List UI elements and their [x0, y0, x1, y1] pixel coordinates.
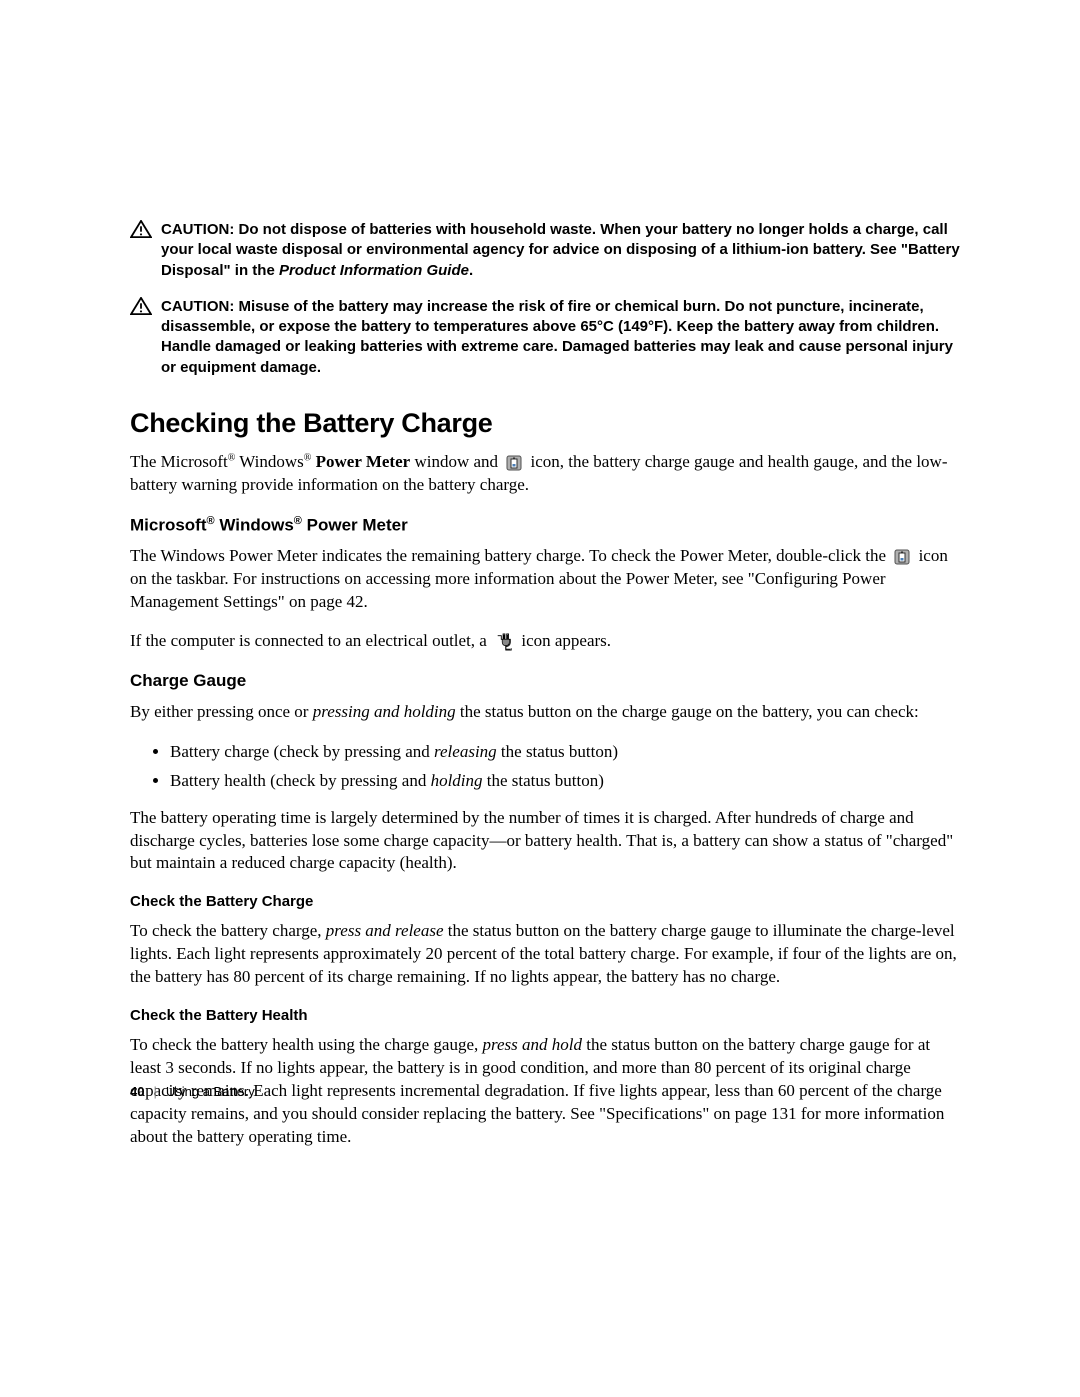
heading-check-battery-health: Check the Battery Health	[130, 1007, 964, 1024]
list-item: Battery health (check by pressing and ho…	[170, 769, 964, 793]
reg-mark: ®	[294, 515, 302, 527]
heading-charge-gauge: Charge Gauge	[130, 671, 964, 691]
page-footer: 40 | Using a Battery	[130, 1084, 255, 1099]
gauge-para-2: The battery operating time is largely de…	[130, 807, 964, 876]
li1-italic: releasing	[434, 742, 497, 761]
footer-separator: |	[153, 1084, 156, 1099]
caution-text-1: CAUTION: Do not dispose of batteries wit…	[161, 220, 964, 281]
gp1-b: the status button on the charge gauge on…	[456, 702, 919, 721]
intro-a: The Microsoft	[130, 452, 228, 471]
caution-block-1: CAUTION: Do not dispose of batteries wit…	[130, 220, 964, 281]
h2-pm-c: Power Meter	[302, 515, 408, 534]
hp-italic: press and hold	[483, 1035, 583, 1054]
gp1-italic: pressing and holding	[313, 702, 456, 721]
intro-d: window and	[410, 452, 502, 471]
ac-plug-icon	[495, 633, 513, 651]
caution-block-2: CAUTION: Misuse of the battery may incre…	[130, 297, 964, 378]
h2-pm-b: Windows	[215, 515, 294, 534]
li1-a: Battery charge (check by pressing and	[170, 742, 434, 761]
list-item: Battery charge (check by pressing and re…	[170, 740, 964, 764]
li2-b: the status button)	[483, 771, 604, 790]
charge-gauge-list: Battery charge (check by pressing and re…	[130, 740, 964, 793]
footer-section-title: Using a Battery	[166, 1084, 255, 1099]
intro-bold: Power Meter	[316, 452, 411, 471]
check-health-para: To check the battery health using the ch…	[130, 1034, 964, 1149]
hp-a: To check the battery health using the ch…	[130, 1035, 483, 1054]
battery-tray-icon	[506, 455, 522, 471]
reg-mark: ®	[207, 515, 215, 527]
gp1-a: By either pressing once or	[130, 702, 313, 721]
gauge-para-1: By either pressing once or pressing and …	[130, 701, 964, 724]
pm2-b: icon appears.	[517, 631, 611, 650]
caution-body-1-italic: Product Information Guide	[279, 262, 469, 279]
intro-b: Windows	[235, 452, 303, 471]
caution-label-2: CAUTION:	[161, 298, 234, 315]
pm1-a: The Windows Power Meter indicates the re…	[130, 546, 890, 565]
heading-checking-battery-charge: Checking the Battery Charge	[130, 408, 964, 439]
heading-microsoft-windows-power-meter: Microsoft® Windows® Power Meter	[130, 515, 964, 536]
battery-tray-icon	[894, 549, 910, 565]
li1-b: the status button)	[497, 742, 618, 761]
heading-check-battery-charge: Check the Battery Charge	[130, 893, 964, 910]
cp-a: To check the battery charge,	[130, 921, 326, 940]
li2-italic: holding	[431, 771, 483, 790]
intro-paragraph: The Microsoft® Windows® Power Meter wind…	[130, 451, 964, 497]
warning-triangle-icon	[130, 297, 152, 315]
check-charge-para: To check the battery charge, press and r…	[130, 920, 964, 989]
caution-label-1: CAUTION:	[161, 221, 234, 238]
caution-body-2: Misuse of the battery may increase the r…	[161, 298, 953, 376]
warning-triangle-icon	[130, 220, 152, 238]
caution-text-2: CAUTION: Misuse of the battery may incre…	[161, 297, 964, 378]
power-meter-para-2: If the computer is connected to an elect…	[130, 630, 964, 653]
caution-body-1b: .	[469, 262, 473, 279]
h2-pm-a: Microsoft	[130, 515, 207, 534]
cp-italic: press and release	[326, 921, 444, 940]
page-container: CAUTION: Do not dispose of batteries wit…	[0, 0, 1080, 1397]
pm2-a: If the computer is connected to an elect…	[130, 631, 491, 650]
page-number: 40	[130, 1084, 144, 1099]
power-meter-para-1: The Windows Power Meter indicates the re…	[130, 545, 964, 614]
li2-a: Battery health (check by pressing and	[170, 771, 431, 790]
